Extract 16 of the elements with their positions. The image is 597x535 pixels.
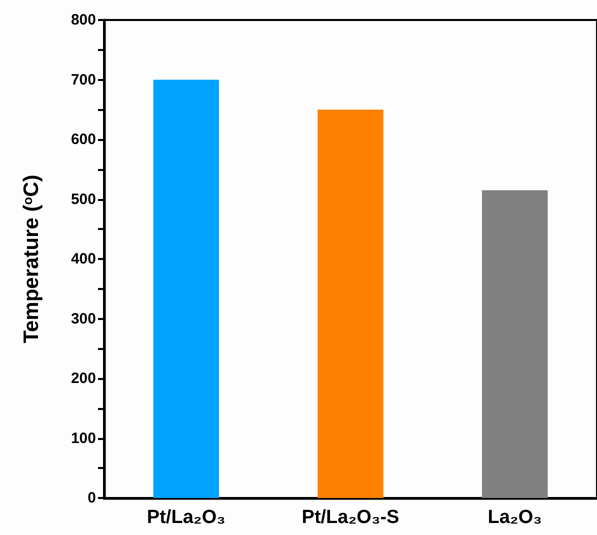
y-tick-label: 300	[70, 310, 96, 328]
y-tick-label: 800	[70, 12, 96, 28]
y-tick-label: 100	[70, 430, 96, 447]
y-tick-label: 600	[70, 131, 96, 148]
x-tick-label: Pt/La₂O₃	[146, 507, 226, 528]
bar	[153, 80, 220, 498]
y-tick-label: 0	[88, 490, 96, 506]
y-tick-label: 700	[70, 71, 96, 88]
x-tick-label: Pt/La₂O₃-S	[302, 507, 400, 528]
y-tick-label: 400	[70, 250, 96, 268]
y-axis-title: Temperature (oC)	[20, 174, 43, 344]
bar	[318, 110, 384, 498]
bar	[482, 190, 548, 498]
x-tick-label: La₂O₃	[488, 507, 542, 528]
y-tick-label: 500	[70, 190, 96, 208]
y-tick-label: 200	[70, 370, 96, 387]
